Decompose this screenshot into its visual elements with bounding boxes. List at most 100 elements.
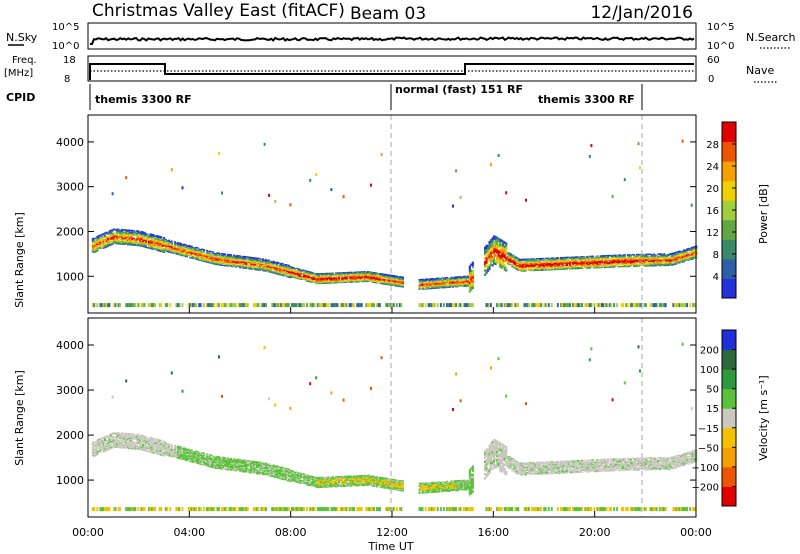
power-echo-cell xyxy=(219,259,222,261)
power-echo-cell xyxy=(155,248,158,250)
power-near-range-cell xyxy=(683,303,685,308)
power-echo-cell xyxy=(230,257,233,259)
power-echo-cell xyxy=(152,235,155,237)
power-near-range-cell xyxy=(660,303,663,308)
power-echo-cell xyxy=(374,272,377,274)
power-echo-cell xyxy=(560,260,563,262)
power-echo-cell xyxy=(585,263,588,266)
power-near-range-cell xyxy=(336,303,339,308)
power-echo-cell xyxy=(658,259,661,261)
power-echo-cell xyxy=(225,261,228,263)
power-echo-cell xyxy=(508,256,511,258)
power-echo-cell xyxy=(625,263,628,265)
power-echo-cell xyxy=(511,257,514,259)
power-echo-cell xyxy=(289,267,292,269)
power-echo-cell xyxy=(328,274,331,276)
power-echo-cell xyxy=(552,258,555,260)
velocity-echo-cell xyxy=(105,444,108,446)
power-echo-cell xyxy=(281,270,284,272)
power-echo-cell xyxy=(210,262,213,264)
power-echo-cell xyxy=(394,276,397,278)
power-echo-cell xyxy=(360,274,363,276)
power-echo-cell xyxy=(692,251,695,254)
noise-sky-line xyxy=(90,36,695,45)
power-echo-cell xyxy=(570,258,573,260)
power-echo-cell xyxy=(563,259,566,261)
power-echo-cell xyxy=(180,254,183,256)
power-echo-cell xyxy=(351,276,354,278)
power-echo-cell xyxy=(359,273,362,275)
power-near-range-cell xyxy=(692,303,695,308)
power-echo-cell xyxy=(663,257,666,259)
power-echo-cell xyxy=(556,268,559,271)
power-near-range-cell xyxy=(418,303,421,308)
power-echo-cell xyxy=(442,278,445,280)
power-echo-cell xyxy=(392,275,395,278)
power-echo-cell xyxy=(631,261,634,263)
power-echo-cell xyxy=(652,253,655,255)
power-echo-cell xyxy=(231,262,234,264)
power-echo-cell xyxy=(438,277,441,279)
power-echo-cell xyxy=(365,280,368,282)
power-echo-cell xyxy=(594,262,597,264)
power-echo-cell xyxy=(202,255,205,257)
power-echo-cell xyxy=(161,242,164,244)
velocity-echo-cell xyxy=(128,436,131,438)
power-echo-cell xyxy=(183,244,186,246)
power-echo-cell xyxy=(646,255,649,257)
velocity-echo-cell xyxy=(108,438,111,440)
power-echo-cell xyxy=(192,252,195,254)
power-echo-cell xyxy=(233,254,236,256)
velocity-echo-cell xyxy=(104,450,107,452)
power-echo-cell xyxy=(272,265,275,267)
power-near-range-cell xyxy=(359,303,362,308)
power-echo-cell xyxy=(497,237,500,241)
power-near-range-cell xyxy=(207,303,210,308)
power-echo-cell xyxy=(654,255,657,257)
power-echo-cell xyxy=(249,261,252,263)
power-echo-cell xyxy=(553,263,556,265)
power-echo-cell xyxy=(455,277,458,280)
power-echo-cell xyxy=(391,284,394,286)
velocity-echo-cell xyxy=(117,443,120,445)
power-echo-cell xyxy=(332,282,335,284)
power-echo-cell xyxy=(300,275,303,277)
power-echo-cell xyxy=(623,254,626,256)
power-echo-cell xyxy=(176,247,179,249)
power-echo-cell xyxy=(325,273,328,275)
power-echo-cell xyxy=(490,249,493,252)
y-tick-label: 2000 xyxy=(56,225,84,238)
power-echo-cell xyxy=(667,261,670,263)
power-echo-cell xyxy=(640,263,643,265)
power-echo-cell xyxy=(623,258,626,260)
power-echo-cell xyxy=(426,288,429,290)
power-echo-cell xyxy=(552,263,555,265)
power-echo-cell xyxy=(470,275,473,279)
velocity-echo-cell xyxy=(117,435,120,438)
velocity-echo-cell xyxy=(114,443,117,445)
station-title: Christmas Valley East (fitACF) xyxy=(92,1,345,21)
power-echo-cell xyxy=(211,259,214,261)
power-near-range-cell xyxy=(306,303,308,308)
power-echo-cell xyxy=(640,254,643,256)
velocity-echo-cell xyxy=(96,447,99,449)
power-echo-cell xyxy=(614,262,617,264)
power-echo-cell xyxy=(227,254,230,256)
power-echo-cell xyxy=(119,229,122,232)
power-echo-cell xyxy=(657,257,660,260)
power-echo-cell xyxy=(672,260,675,262)
power-echo-cell xyxy=(228,262,231,265)
power-echo-cell xyxy=(576,264,579,266)
power-echo-cell xyxy=(221,252,224,255)
power-echo-cell xyxy=(455,282,458,284)
power-echo-cell xyxy=(461,279,464,281)
power-echo-cell xyxy=(654,256,657,258)
power-echo-cell xyxy=(640,256,643,258)
power-echo-cell xyxy=(389,281,392,283)
power-echo-cell xyxy=(515,260,518,262)
power-echo-cell xyxy=(669,259,672,261)
power-echo-cell xyxy=(371,276,374,278)
power-echo-cell xyxy=(590,265,593,267)
power-echo-cell xyxy=(380,273,383,275)
power-echo-cell xyxy=(570,260,573,262)
